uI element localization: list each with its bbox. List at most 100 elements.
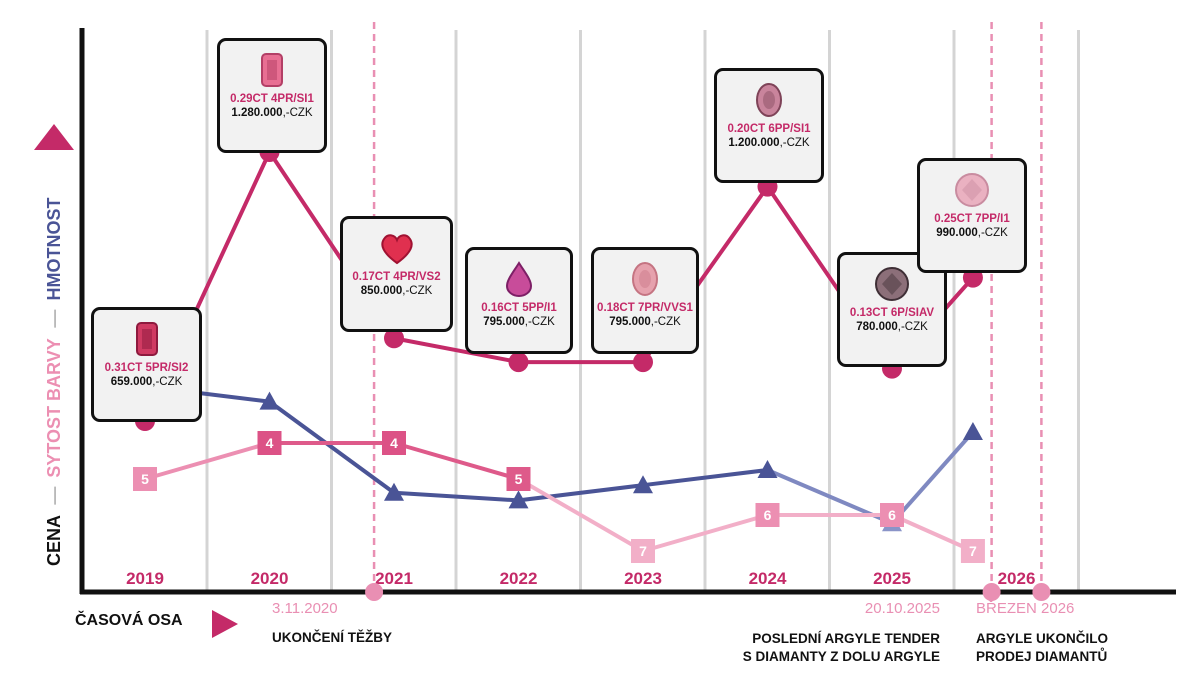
diamond-price: 795.000,-CZK [468,315,570,329]
price-marker [384,328,404,349]
saturation-marker [755,503,780,527]
weight-line-segment [518,483,644,503]
year-label-2022: 2022 [500,569,538,588]
price-currency: ,-CZK [897,321,928,333]
saturation-marker-label: 5 [515,471,523,487]
weight-marker [633,475,653,494]
event-text-sales-end: ARGYLE UKONČILO PRODEJ DIAMANTŮ [976,630,1108,666]
year-label-2021: 2021 [375,569,413,588]
saturation-marker [631,539,655,563]
saturation-marker-label: 4 [390,435,398,451]
year-label-2019: 2019 [126,569,164,588]
legend-price: CENA [44,515,64,566]
weight-marker [384,482,404,501]
saturation-marker [506,467,531,491]
diamond-spec: 0.20CT 6PP/SI1 [727,123,811,135]
year-label-2023: 2023 [624,569,662,588]
up-arrow-icon [34,124,74,150]
saturation-marker [382,431,406,455]
event-markers [365,583,1051,601]
legend-saturation: SYTOST BARVY [44,338,64,477]
event-date-last-tender: 20.10.2025 [864,600,940,617]
diamond-spec: 0.29CT 4PR/SI1 [230,93,314,105]
diamond-spec: 0.25CT 7PP/I1 [934,213,1010,225]
diamond-price: 850.000,-CZK [343,284,450,298]
price-marker [508,352,529,373]
saturation-marker [133,467,157,491]
diamond-card: 0.16CT 5PP/I1 795.000,-CZK [465,247,573,354]
price-value: 780.000 [856,321,898,333]
event-text-line: S DIAMANTY Z DOLU ARGYLE [742,649,940,664]
price-currency: ,-CZK [977,227,1008,239]
saturation-marker [960,539,985,563]
saturation-marker-label: 4 [266,435,274,451]
weight-series [144,384,983,532]
diamond-card: 0.20CT 6PP/SI1 1.200.000,-CZK [714,68,824,183]
weight-marker [508,490,529,509]
diamond-image [632,262,658,296]
legend-dash-1: — [44,487,64,505]
event-date-sales-end: BŘEZEN 2026 [976,600,1075,617]
weight-marker [259,391,280,410]
price-value: 1.200.000 [728,137,780,149]
event-lines [372,22,1043,590]
saturation-series: 5 4 4 5 7 6 6 7 [133,431,985,563]
time-axis-label: ČASOVÁ OSA [75,612,183,629]
event-text-line: ARGYLE UKONČILO [976,631,1109,646]
event-dot [982,583,1001,601]
diamond-spec: 0.13CT 6P/SIAV [849,307,935,319]
price-value: 659.000 [110,376,153,388]
price-value: 795.000 [483,316,525,328]
diamond-price: 990.000,-CZK [920,226,1024,240]
saturation-marker-label: 5 [141,471,149,487]
weight-line-segment [890,430,975,525]
price-value: 795.000 [609,316,651,328]
diamond-price: 659.000,-CZK [94,375,199,389]
weight-line-segment [393,490,519,503]
price-currency: ,-CZK [524,316,555,328]
weight-line-segment [268,399,396,495]
event-text-line: POSLEDNÍ ARGYLE TENDER [752,631,940,646]
right-arrow-icon [212,610,238,638]
saturation-line-segment [891,513,974,553]
price-currency: ,-CZK [650,316,681,328]
year-label-2020: 2020 [251,569,289,588]
price-currency: ,-CZK [282,107,313,119]
event-text-last-tender: POSLEDNÍ ARGYLE TENDER S DIAMANTY Z DOLU… [700,630,940,666]
diamond-image [756,83,782,117]
saturation-line-segment [144,441,271,481]
price-value: 990.000 [936,227,978,239]
diamond-image [380,234,413,265]
event-dot [365,583,384,601]
event-date-mining-end: 3.11.2020 [272,600,338,617]
diamond-price: 1.280.000,-CZK [220,106,324,120]
price-value: 1.280.000 [231,107,283,119]
event-text-line: PRODEJ DIAMANTŮ [976,649,1108,664]
year-label-2025: 2025 [873,569,911,588]
weight-marker [757,460,778,478]
diamond-price: 780.000,-CZK [840,320,944,334]
saturation-line-segment [517,477,645,553]
diamond-card: 0.29CT 4PR/SI1 1.280.000,-CZK [217,38,327,153]
vertical-legend: CENA — SYTOST BARVY — HMOTNOST [34,124,238,638]
diamond-image [505,261,533,298]
diamond-card: 0.18CT 7PR/VVS1 795.000,-CZK [591,247,699,354]
diamond-image [955,173,989,207]
saturation-marker-label: 6 [888,507,896,523]
saturation-marker-label: 7 [969,543,977,559]
weight-marker [962,422,983,440]
year-label-2024: 2024 [749,569,787,588]
diamond-spec: 0.17CT 4PR/VS2 [352,271,441,283]
diamond-price: 1.200.000,-CZK [717,136,821,150]
event-text-mining-end: UKONČENÍ TĚŽBY [272,630,393,645]
diamond-spec: 0.31CT 5PR/SI2 [104,362,189,374]
year-labels: 2019 2020 2021 2022 2023 2024 2025 2026 [126,569,1035,588]
diamond-image [261,53,283,87]
price-value: 850.000 [360,285,403,297]
diamond-image [875,267,909,301]
diamond-card: 0.17CT 4PR/VS2 850.000,-CZK [340,216,453,332]
price-currency: ,-CZK [152,376,183,388]
diamond-price: 795.000,-CZK [594,315,696,329]
saturation-line-segment [642,513,769,553]
